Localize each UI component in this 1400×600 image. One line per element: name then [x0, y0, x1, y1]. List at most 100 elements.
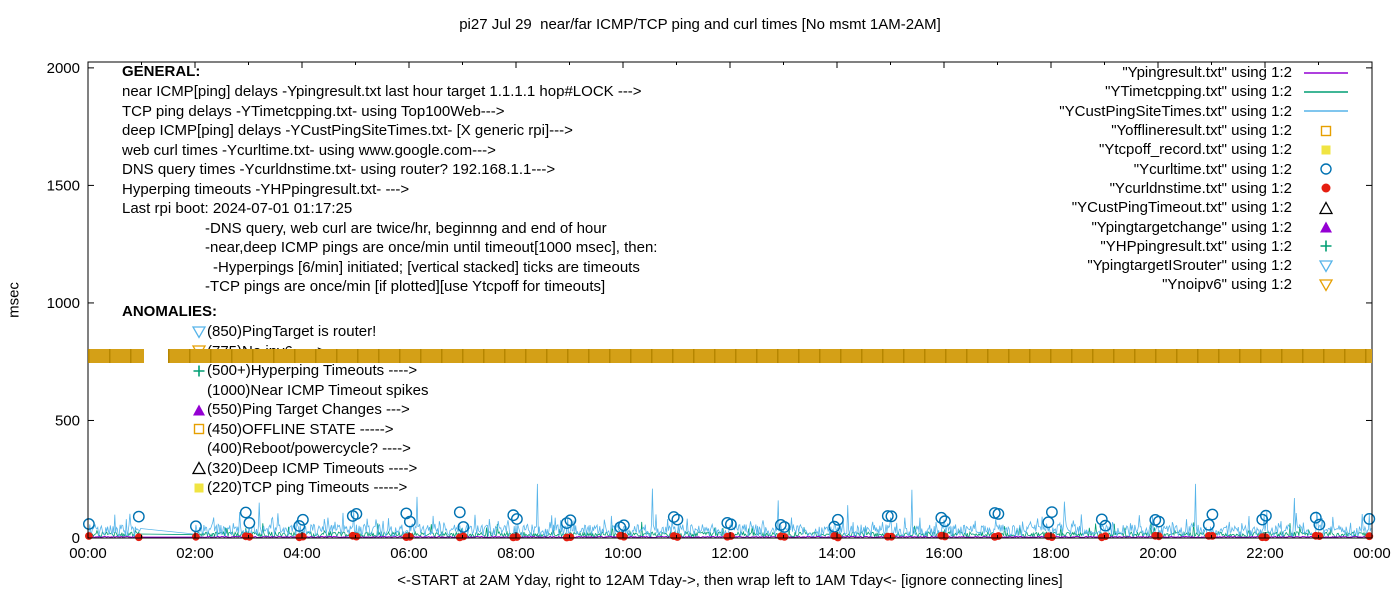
- x-tick-label: 00:00: [1353, 545, 1391, 562]
- curl-time-point: [935, 511, 948, 524]
- x-tick-label: 18:00: [1032, 545, 1070, 562]
- x-tick-label: 12:00: [711, 545, 749, 562]
- curl-time-point: [618, 519, 630, 532]
- legend-label: "YTimetcpping.txt" using 1:2: [1105, 83, 1292, 101]
- curl-time-point: [667, 511, 680, 523]
- curl-time-point: [828, 520, 841, 533]
- x-tick-label: 20:00: [1139, 545, 1177, 562]
- dns-time-point: [1048, 533, 1056, 541]
- curl-time-point: [453, 506, 466, 519]
- blank-icon: [190, 382, 207, 398]
- legend-label: "Ycurltime.txt" using 1:2: [1133, 160, 1292, 178]
- triangle-open-icon: [190, 460, 207, 476]
- plus-icon: [1298, 238, 1354, 254]
- curl-time-point: [132, 510, 145, 523]
- curl-time-point: [293, 520, 306, 532]
- dns-time-point: [1155, 532, 1163, 541]
- general-line: -near,deep ICMP pings are once/min until…: [205, 239, 658, 256]
- dns-time-point: [245, 532, 254, 541]
- dns-time-point: [299, 532, 307, 541]
- curl-time-point: [296, 513, 309, 526]
- curl-time-point: [1260, 509, 1272, 522]
- curl-time-point: [881, 510, 894, 522]
- dns-time-point: [406, 532, 414, 541]
- anomaly-text: (500+)Hyperping Timeouts ---->: [207, 362, 418, 380]
- curl-time-point: [239, 506, 252, 519]
- x-axis-caption: <-START at 2AM Yday, right to 12AM Tday-…: [397, 572, 1063, 589]
- legend-label: "Ypingtargetchange" using 1:2: [1091, 218, 1292, 236]
- dns-time-point: [352, 532, 361, 541]
- x-tick-label: 04:00: [283, 545, 321, 562]
- y-tick-label: 0: [72, 530, 80, 547]
- legend-label: "YCustPingTimeout.txt" using 1:2: [1071, 199, 1292, 217]
- legend-item: "YpingtargetISrouter" using 1:2: [1059, 256, 1354, 275]
- curl-time-point: [1095, 513, 1108, 526]
- x-tick-label: 16:00: [925, 545, 963, 562]
- dns-time-point: [994, 532, 1003, 540]
- dns-time-point: [85, 532, 93, 540]
- legend-item: "Ycurldnstime.txt" using 1:2: [1059, 179, 1354, 198]
- legend-label: "YHPpingresult.txt" using 1:2: [1100, 237, 1292, 255]
- circle-filled-icon: [1298, 180, 1354, 196]
- legend-item: "Ytcpoff_record.txt" using 1:2: [1059, 140, 1354, 159]
- legend-item: "Ycurltime.txt" using 1:2: [1059, 159, 1354, 178]
- x-tick-label: 10:00: [604, 545, 642, 562]
- line-sample-icon: [1298, 84, 1354, 100]
- legend-item: "Yofflineresult.txt" using 1:2: [1059, 121, 1354, 140]
- curl-time-point: [1042, 516, 1055, 529]
- triangle-down-open-icon: [1298, 277, 1354, 293]
- curl-time-point: [564, 514, 577, 527]
- y-tick-label: 500: [55, 412, 80, 429]
- x-tick-label: 08:00: [497, 545, 535, 562]
- anomaly-text: (850)PingTarget is router!: [207, 323, 377, 341]
- y-tick-label: 1000: [47, 295, 80, 312]
- anomaly-item: (320)Deep ICMP Timeouts ---->: [122, 459, 428, 479]
- curl-time-point: [457, 521, 470, 533]
- y-tick-label: 1500: [47, 177, 80, 194]
- legend-label: "Ynoipv6" using 1:2: [1162, 276, 1292, 294]
- dns-time-point: [727, 532, 735, 540]
- general-line: DNS query times -Ycurldnstime.txt- using…: [122, 161, 556, 178]
- square-filled-icon: [190, 480, 207, 496]
- curl-time-point: [511, 513, 523, 525]
- anomalies-heading: ANOMALIES:: [122, 303, 217, 320]
- curl-time-point: [1256, 513, 1269, 526]
- anomaly-item: (550)Ping Target Changes --->: [122, 400, 428, 420]
- x-tick-label: 22:00: [1246, 545, 1284, 562]
- curl-time-point: [885, 510, 898, 523]
- legend-label: "Ypingresult.txt" using 1:2: [1122, 64, 1292, 82]
- noipv6-band-segment: [168, 348, 1372, 363]
- dns-time-point: [192, 532, 200, 541]
- curl-time-point: [243, 517, 256, 529]
- general-line: Last rpi boot: 2024-07-01 01:17:25: [122, 200, 353, 217]
- legend-item: "Ypingresult.txt" using 1:2: [1059, 63, 1354, 82]
- chart-title: pi27 Jul 29 near/far ICMP/TCP ping and c…: [459, 16, 941, 33]
- dns-time-point: [620, 532, 628, 541]
- anomaly-text: (450)OFFLINE STATE ----->: [207, 420, 394, 438]
- curl-time-point: [1202, 518, 1215, 531]
- legend-item: "YCustPingSiteTimes.txt" using 1:2: [1059, 102, 1354, 121]
- curl-time-point: [350, 508, 363, 520]
- x-tick-label: 00:00: [69, 545, 107, 562]
- general-line: -DNS query, web curl are twice/hr, begin…: [205, 219, 607, 237]
- line-sample-icon: [1298, 103, 1354, 119]
- general-notes: GENERAL: near ICMP[ping] delays -Ypingre…: [122, 62, 657, 297]
- curl-time-point: [1046, 506, 1058, 518]
- legend-label: "Ytcpoff_record.txt" using 1:2: [1099, 141, 1292, 159]
- line-sample-icon: [1298, 65, 1354, 81]
- triangle-filled-icon: [190, 402, 207, 418]
- curl-time-point: [939, 515, 951, 528]
- anomaly-item: (220)TCP ping Timeouts ----->: [122, 478, 428, 498]
- curl-time-point: [725, 518, 737, 531]
- dns-time-point: [1262, 533, 1270, 542]
- legend-label: "Ycurldnstime.txt" using 1:2: [1109, 179, 1292, 197]
- legend-label: "YpingtargetISrouter" using 1:2: [1087, 257, 1292, 275]
- curl-time-point: [1309, 511, 1322, 524]
- general-line: near ICMP[ping] delays -Ypingresult.txt …: [122, 83, 642, 100]
- curl-time-point: [1153, 515, 1165, 528]
- general-heading: GENERAL:: [122, 63, 201, 80]
- dns-time-point: [673, 533, 682, 541]
- square-open-icon: [190, 421, 207, 437]
- general-line: -TCP pings are once/min [if plotted][use…: [205, 278, 606, 295]
- x-tick-label: 06:00: [390, 545, 428, 562]
